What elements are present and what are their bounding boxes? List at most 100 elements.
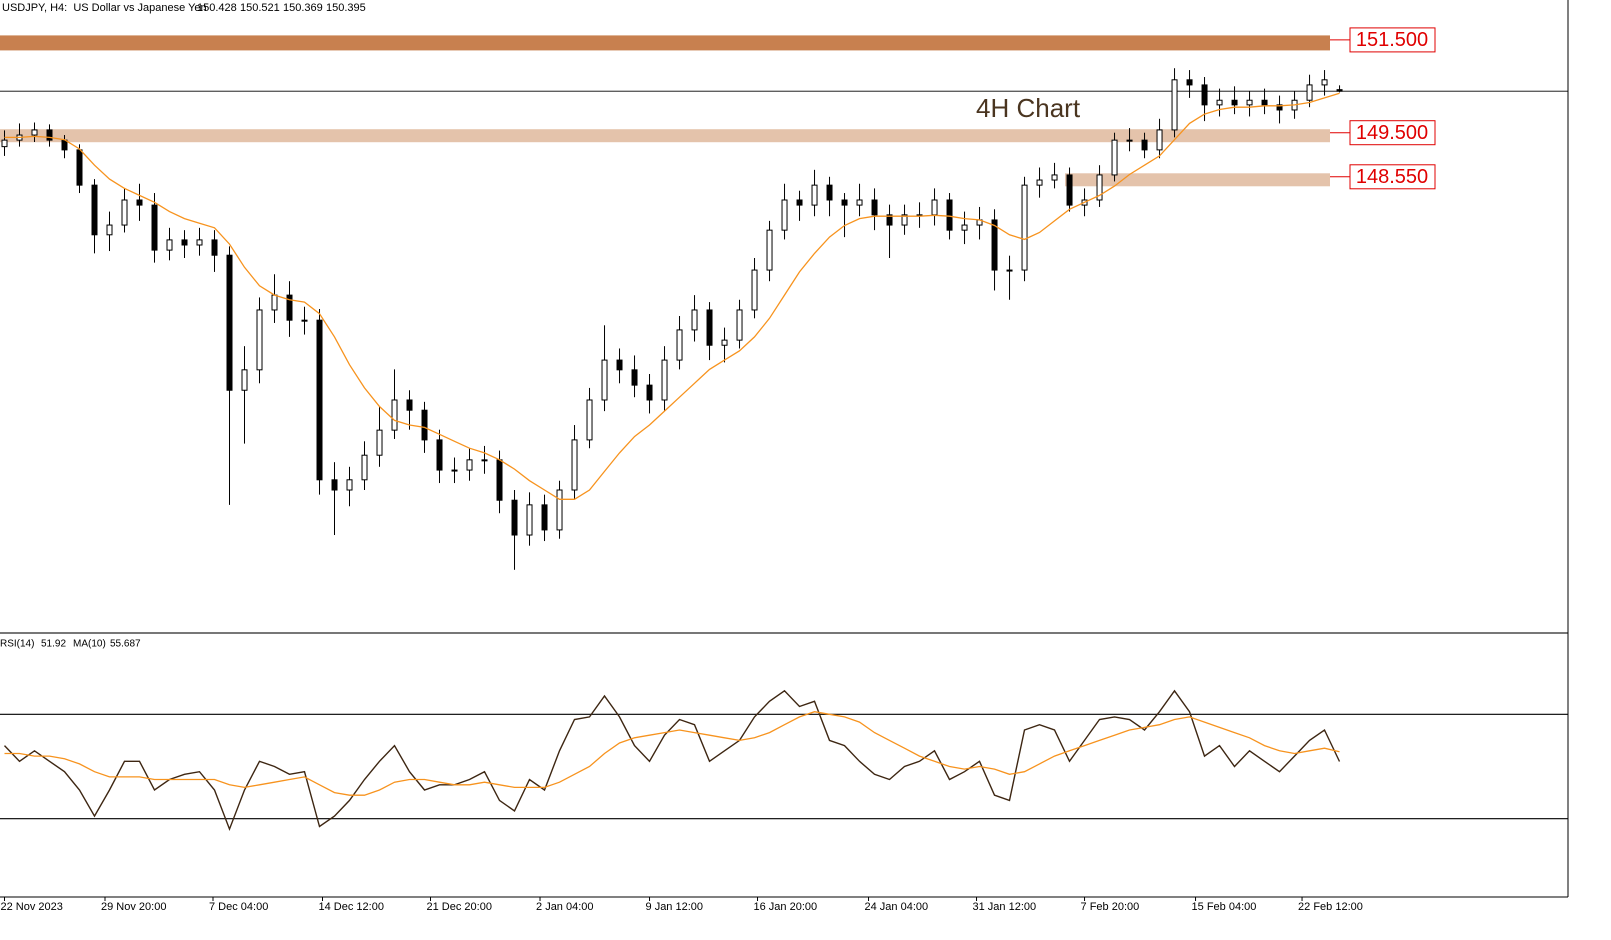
candle-body bbox=[1231, 99, 1238, 106]
candle-body bbox=[706, 309, 713, 346]
candle-body bbox=[271, 294, 278, 311]
x-tick-label: 24 Jan 04:00 bbox=[865, 901, 929, 913]
x-tick-label: 14 Dec 12:00 bbox=[319, 901, 384, 913]
candle-body bbox=[781, 199, 788, 231]
rsi-last: 51.92 bbox=[41, 639, 66, 650]
candle-body bbox=[256, 309, 263, 371]
candle-body bbox=[1156, 129, 1163, 151]
candle-body bbox=[601, 359, 608, 401]
x-tick-label: 7 Feb 20:00 bbox=[1081, 901, 1140, 913]
candle-body bbox=[676, 329, 683, 361]
candle-body bbox=[856, 199, 863, 206]
candle-body bbox=[526, 504, 533, 536]
rsi-name: RSI(14) bbox=[0, 639, 34, 650]
candle-body bbox=[241, 369, 248, 391]
candle-body bbox=[331, 479, 338, 491]
x-tick-label: 21 Dec 20:00 bbox=[427, 901, 492, 913]
level-label: 149.500 bbox=[1356, 122, 1428, 144]
candle-body bbox=[691, 309, 698, 331]
candle-body bbox=[301, 319, 308, 322]
annotation: 4H Chart bbox=[976, 93, 1081, 123]
candle-body bbox=[1126, 139, 1133, 142]
candle-body bbox=[151, 204, 158, 251]
level-label-box bbox=[1349, 120, 1436, 146]
level-band bbox=[1065, 173, 1330, 187]
candle-body bbox=[871, 199, 878, 216]
level-label: 151.500 bbox=[1356, 29, 1428, 51]
candle-body bbox=[661, 359, 668, 401]
candle-body bbox=[1306, 84, 1313, 101]
candle-body bbox=[1141, 139, 1148, 151]
candle-body bbox=[556, 489, 563, 531]
candle-body bbox=[1216, 99, 1223, 106]
candle-body bbox=[61, 139, 68, 151]
x-tick-label: 2 Jan 04:00 bbox=[536, 901, 594, 913]
candle-body bbox=[736, 309, 743, 341]
candle-body bbox=[346, 479, 353, 491]
candle-body bbox=[901, 214, 908, 226]
candle-body bbox=[631, 369, 638, 386]
candle-body bbox=[106, 224, 113, 236]
candle-body bbox=[286, 294, 293, 321]
candle-body bbox=[511, 499, 518, 536]
candle-body bbox=[991, 219, 998, 271]
level-label-box bbox=[1349, 164, 1436, 190]
candle-body bbox=[841, 199, 848, 206]
candle-body bbox=[931, 199, 938, 216]
candle-body bbox=[1171, 79, 1178, 131]
candle-body bbox=[436, 439, 443, 471]
x-tick-label: 29 Nov 20:00 bbox=[101, 901, 166, 913]
candle-body bbox=[391, 399, 398, 431]
candle-body bbox=[376, 429, 383, 456]
header-close: 150.395 bbox=[326, 2, 366, 14]
candle-body bbox=[1, 139, 8, 148]
candle-body bbox=[1096, 174, 1103, 201]
chart-title: USDJPY, H4: US Dollar vs Japanese Yen bbox=[2, 2, 207, 14]
header-high: 150.521 bbox=[240, 2, 280, 14]
candle-body bbox=[181, 239, 188, 246]
rsi-ma-line bbox=[4, 711, 1340, 796]
candle-body bbox=[451, 469, 458, 472]
x-tick-label: 9 Jan 12:00 bbox=[646, 901, 704, 913]
candle-body bbox=[481, 459, 488, 462]
candle-body bbox=[316, 319, 323, 481]
candle-body bbox=[1321, 79, 1328, 86]
candle-body bbox=[946, 199, 953, 231]
candle-body bbox=[1111, 139, 1118, 176]
candle-body bbox=[811, 184, 818, 206]
candle-body bbox=[751, 269, 758, 311]
candle-body bbox=[1186, 79, 1193, 86]
candle-body bbox=[721, 339, 728, 346]
x-tick-label: 7 Dec 04:00 bbox=[209, 901, 268, 913]
candle-body bbox=[1261, 99, 1268, 106]
candle-body bbox=[196, 239, 203, 246]
x-tick-label: 16 Jan 20:00 bbox=[754, 901, 818, 913]
candle-body bbox=[1021, 184, 1028, 271]
header-low: 150.369 bbox=[283, 2, 323, 14]
candle-body bbox=[31, 129, 38, 136]
candle-body bbox=[166, 239, 173, 251]
candle-body bbox=[361, 454, 368, 481]
rsi-ma-name: MA(10) bbox=[73, 639, 106, 650]
candle-body bbox=[886, 214, 893, 226]
candle-body bbox=[211, 239, 218, 256]
candle-body bbox=[961, 224, 968, 231]
candle-body bbox=[541, 504, 548, 531]
rsi-line bbox=[3, 689, 1341, 832]
candle-body bbox=[1276, 104, 1283, 111]
x-tick-label: 22 Nov 2023 bbox=[1, 901, 63, 913]
candle-body bbox=[1036, 179, 1043, 186]
candle-body bbox=[46, 129, 53, 141]
candle-body bbox=[76, 149, 83, 186]
candle-body bbox=[136, 199, 143, 206]
candle-body bbox=[226, 254, 233, 391]
candle-body bbox=[586, 399, 593, 441]
candle-body bbox=[796, 199, 803, 206]
candle-body bbox=[1006, 269, 1013, 272]
moving-average bbox=[4, 92, 1340, 500]
x-tick-label: 31 Jan 12:00 bbox=[973, 901, 1037, 913]
candle-body bbox=[766, 229, 773, 271]
candle-body bbox=[421, 409, 428, 441]
candle-body bbox=[1336, 89, 1343, 92]
